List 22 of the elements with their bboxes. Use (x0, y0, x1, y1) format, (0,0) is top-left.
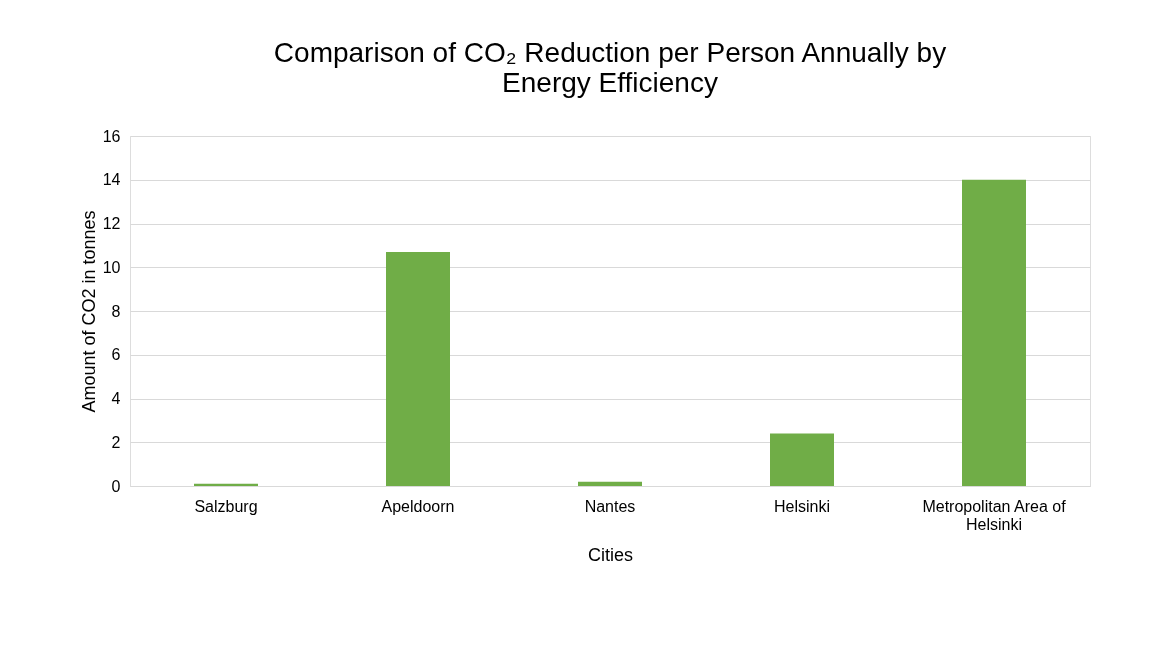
x-tick-label: Metropolitan Area of Helsinki (922, 497, 1067, 533)
x-tick-label: Salzburg (194, 497, 258, 515)
x-tick-label: Apeldoorn (381, 497, 455, 515)
x-tick-label: Helsinki (773, 497, 831, 515)
bar (386, 251, 450, 486)
bar (770, 433, 834, 486)
y-tick-label: 10 (102, 258, 121, 276)
x-axis-title: Cities (587, 544, 634, 565)
y-tick-label: 6 (111, 346, 121, 364)
y-tick-label: 12 (102, 215, 121, 232)
y-tick-label: 16 (102, 127, 121, 145)
bar (962, 179, 1026, 486)
y-tick-label: 2 (111, 433, 121, 451)
y-axis-title: Amount of CO2 in tonnes (78, 210, 99, 413)
y-tick-label: 4 (111, 390, 121, 407)
bar (194, 483, 258, 486)
y-tick-label: 8 (111, 302, 121, 320)
chart-title: Comparison of CO₂ Reduction per Person Annually by Energy Efficiency (273, 37, 947, 98)
y-tick-label: 14 (102, 171, 121, 189)
x-tick-label: Nantes (584, 497, 636, 515)
y-tick-label: 0 (111, 477, 121, 495)
bar (578, 481, 642, 486)
